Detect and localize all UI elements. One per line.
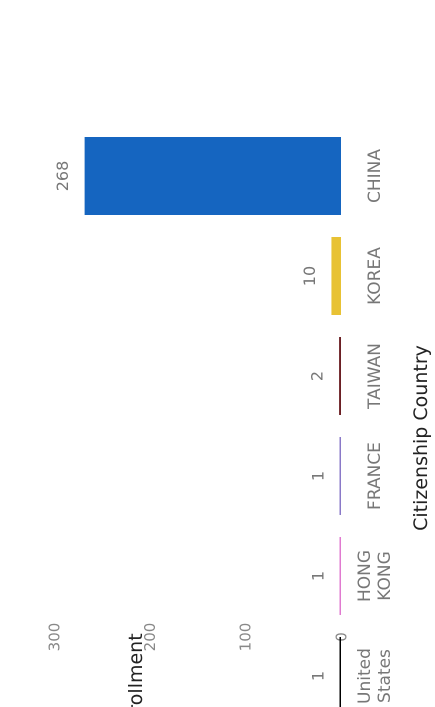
category-label-line: TAIWAN <box>365 343 385 410</box>
category-label-line: HONG <box>355 550 375 602</box>
data-label-1: 10 <box>300 266 319 286</box>
bar-3 <box>339 437 341 515</box>
category-label-line: KOREA <box>365 247 385 305</box>
category-label-2: TAIWAN <box>365 343 385 410</box>
y-tick-label: 0 <box>332 632 350 642</box>
y-axis-title: Enrollment <box>125 633 147 707</box>
data-label-3: 1 <box>309 471 328 481</box>
chart-plot: Enrollment 0 100 200 300 268 CHINA 10 KOREA 2 TAIW… <box>45 137 432 707</box>
category-label-line: United <box>355 648 375 704</box>
category-label-3: FRANCE <box>365 442 385 510</box>
category-label-line: CHINA <box>365 149 385 203</box>
category-label-1: KOREA <box>365 247 385 305</box>
data-label-0: 268 <box>53 161 72 192</box>
x-axis-title: Citizenship Country <box>410 345 432 531</box>
bar-1 <box>331 237 341 315</box>
y-tick-label: 200 <box>141 623 159 652</box>
data-label-2: 2 <box>308 371 327 381</box>
data-label-4: 1 <box>309 571 328 581</box>
category-label-4: HONGKONG <box>355 550 395 602</box>
bar-5 <box>339 637 341 707</box>
category-label-0: CHINA <box>365 149 385 203</box>
y-tick-label: 300 <box>45 623 63 652</box>
bar-4 <box>339 537 341 615</box>
category-label-line: KONG <box>375 551 395 601</box>
category-label-5: UnitedStates <box>355 648 395 704</box>
data-label-5: 1 <box>309 671 328 681</box>
bar-2 <box>339 337 341 415</box>
bar-0 <box>84 137 341 215</box>
category-label-line: FRANCE <box>365 442 385 510</box>
y-tick-label: 100 <box>237 623 255 652</box>
category-label-line: States <box>375 649 395 703</box>
